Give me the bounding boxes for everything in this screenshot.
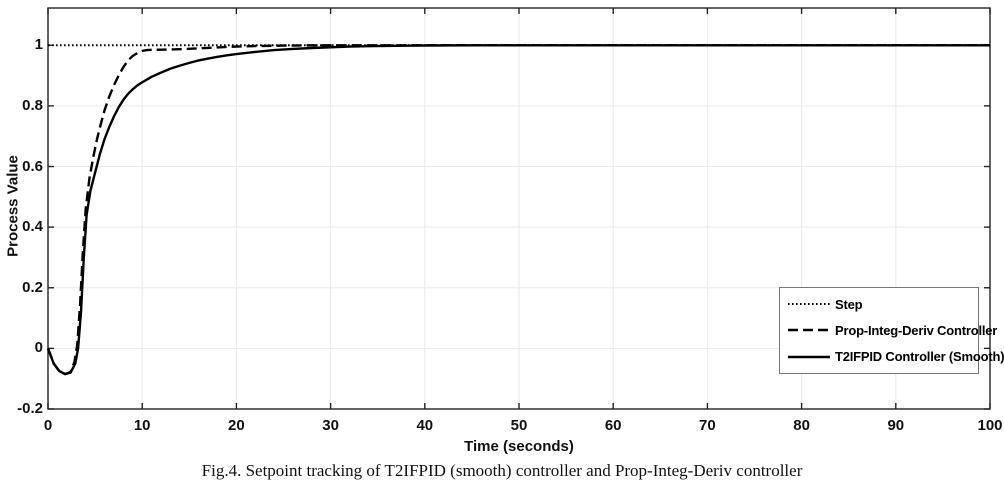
legend-line-sample-dashed [788, 329, 830, 332]
legend-line-sample-dotted [788, 303, 830, 306]
x-tick-label: 60 [604, 417, 622, 434]
y-tick-label: 0.4 [22, 218, 43, 236]
x-tick-label: 90 [887, 417, 905, 434]
legend-line-sample-solid [788, 355, 830, 359]
x-tick-label: 100 [977, 417, 1003, 434]
y-tick-label: 0 [34, 339, 43, 357]
x-tick-label: 50 [510, 417, 528, 434]
legend: Step Prop-Integ-Deriv Controller T2IFPID C… [779, 287, 1004, 374]
x-tick-label: 10 [133, 417, 151, 434]
y-tick-label: 0.2 [22, 278, 43, 296]
y-tick-label: 0.6 [22, 157, 43, 175]
y-tick-label: 1 [34, 36, 43, 54]
series-line-dashed [46, 44, 990, 376]
x-tick-label: 20 [228, 417, 245, 434]
legend-entry-label: Prop-Integ-Deriv Controller [835, 322, 998, 338]
series-line-solid [46, 44, 990, 376]
x-tick-label: 80 [793, 417, 810, 434]
legend-entry: Step [780, 297, 978, 312]
y-axis-label: Process Value [4, 155, 22, 257]
legend-entry: Prop-Integ-Deriv Controller [780, 323, 997, 338]
x-tick-label: 40 [416, 417, 434, 434]
legend-entry-label: T2IFPID Controller (Smooth) [835, 349, 1004, 365]
figure-caption: Fig.4. Setpoint tracking of T2IFPID (smo… [201, 461, 803, 480]
legend-entry-label: Step [835, 296, 863, 312]
x-tick-label: 0 [43, 417, 53, 434]
y-tick-label: -0.2 [17, 400, 43, 417]
y-tick-label: 0.8 [22, 96, 43, 114]
x-axis-label: Time (seconds) [464, 438, 574, 455]
legend-entry: T2IFPID Controller (Smooth) [780, 349, 1004, 364]
x-tick-label: 30 [322, 417, 339, 434]
x-tick-label: 70 [699, 417, 716, 434]
